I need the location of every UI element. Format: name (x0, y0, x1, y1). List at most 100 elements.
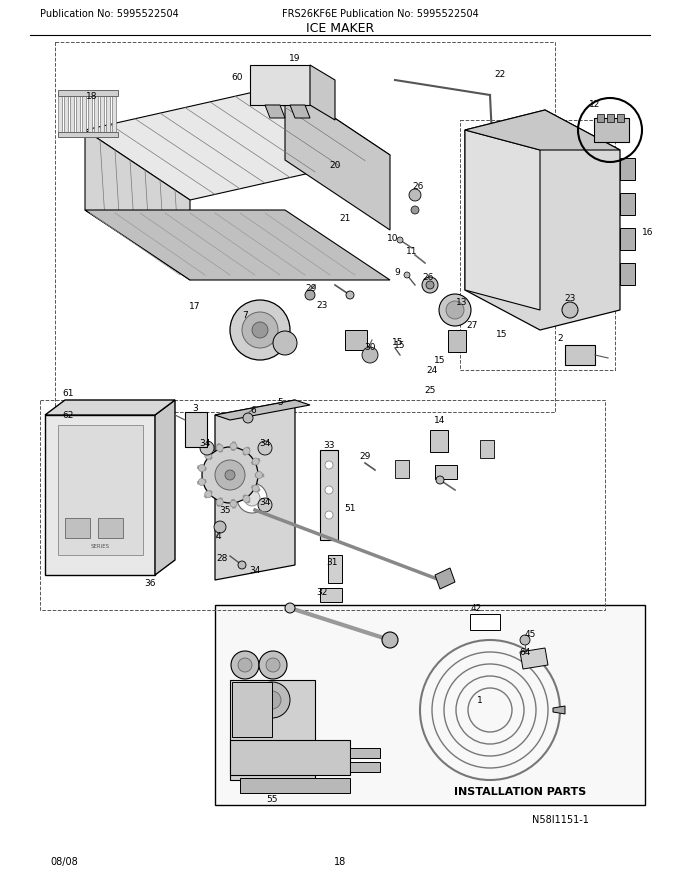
Bar (345, 330, 367, 350)
Circle shape (252, 322, 268, 338)
Circle shape (214, 521, 226, 533)
Circle shape (446, 301, 464, 319)
Text: 1: 1 (477, 695, 483, 705)
Bar (597, 114, 604, 122)
Circle shape (325, 461, 333, 469)
Text: 15: 15 (392, 338, 404, 347)
Circle shape (205, 491, 211, 498)
Circle shape (215, 460, 245, 490)
Text: 26: 26 (422, 273, 434, 282)
Polygon shape (215, 400, 310, 420)
Bar (40, 400, 605, 610)
Text: 23: 23 (564, 294, 576, 303)
Polygon shape (112, 92, 116, 135)
Circle shape (397, 237, 403, 243)
Text: 21: 21 (339, 214, 351, 223)
Text: INSTALLATION PARTS: INSTALLATION PARTS (454, 787, 586, 797)
Text: 34: 34 (259, 438, 271, 448)
Polygon shape (465, 110, 620, 330)
Polygon shape (94, 92, 98, 135)
Text: 27: 27 (466, 320, 477, 329)
Circle shape (237, 483, 267, 513)
Circle shape (362, 347, 378, 363)
Text: 62: 62 (63, 410, 73, 420)
Text: 5: 5 (277, 398, 283, 407)
Circle shape (202, 447, 258, 503)
Circle shape (199, 465, 205, 472)
Circle shape (244, 490, 260, 506)
Bar (480, 440, 494, 458)
Bar (58, 425, 143, 555)
Circle shape (409, 189, 421, 201)
Polygon shape (45, 415, 155, 575)
Text: 11: 11 (406, 246, 418, 255)
Polygon shape (58, 92, 62, 135)
Circle shape (216, 499, 223, 506)
Text: 61: 61 (63, 388, 73, 398)
Circle shape (266, 658, 280, 672)
Polygon shape (76, 92, 80, 135)
Circle shape (205, 452, 211, 459)
Text: 64: 64 (520, 648, 530, 656)
Polygon shape (250, 65, 310, 105)
Text: 18: 18 (334, 857, 346, 867)
Bar (240, 778, 350, 793)
Text: 13: 13 (456, 297, 468, 306)
Text: 15: 15 (435, 356, 446, 364)
Bar (448, 330, 466, 352)
Polygon shape (290, 105, 310, 118)
Text: 6: 6 (250, 406, 256, 414)
Polygon shape (85, 210, 390, 280)
Text: 29: 29 (359, 451, 371, 460)
Circle shape (436, 476, 444, 484)
Circle shape (273, 331, 297, 355)
Text: 23: 23 (316, 300, 328, 310)
Text: 45: 45 (524, 629, 536, 639)
Text: 35: 35 (219, 505, 231, 515)
Text: 20: 20 (329, 160, 341, 170)
Circle shape (346, 291, 354, 299)
Circle shape (562, 302, 578, 318)
Polygon shape (70, 92, 74, 135)
Circle shape (305, 290, 315, 300)
Text: 55: 55 (267, 795, 277, 803)
Circle shape (256, 472, 262, 479)
Circle shape (285, 603, 295, 613)
Circle shape (252, 458, 259, 465)
Circle shape (439, 294, 471, 326)
Polygon shape (88, 92, 92, 135)
Text: 2: 2 (557, 334, 563, 342)
Bar (58, 132, 118, 137)
Circle shape (243, 448, 250, 455)
Circle shape (252, 485, 259, 492)
Text: 33: 33 (323, 441, 335, 450)
Text: 25: 25 (424, 385, 436, 394)
Polygon shape (465, 110, 620, 150)
Text: 10: 10 (387, 233, 398, 243)
Circle shape (238, 561, 246, 569)
Circle shape (243, 495, 250, 502)
Bar (607, 114, 614, 122)
Circle shape (263, 691, 281, 709)
Circle shape (216, 444, 223, 451)
Bar (320, 450, 338, 540)
Text: 9: 9 (394, 268, 400, 276)
Circle shape (411, 206, 419, 214)
Circle shape (325, 486, 333, 494)
Polygon shape (465, 130, 540, 310)
Polygon shape (435, 568, 455, 589)
Polygon shape (155, 400, 175, 575)
Bar (594, 118, 629, 142)
Polygon shape (265, 105, 285, 118)
Text: 42: 42 (471, 604, 481, 612)
Text: Publication No: 5995522504: Publication No: 5995522504 (40, 9, 179, 19)
Polygon shape (106, 92, 110, 135)
Polygon shape (285, 85, 390, 230)
Bar (620, 263, 635, 285)
Text: 12: 12 (590, 99, 600, 108)
Polygon shape (85, 130, 190, 280)
Bar (565, 345, 595, 365)
Polygon shape (310, 65, 335, 120)
Circle shape (258, 498, 272, 512)
Text: 14: 14 (435, 415, 445, 424)
